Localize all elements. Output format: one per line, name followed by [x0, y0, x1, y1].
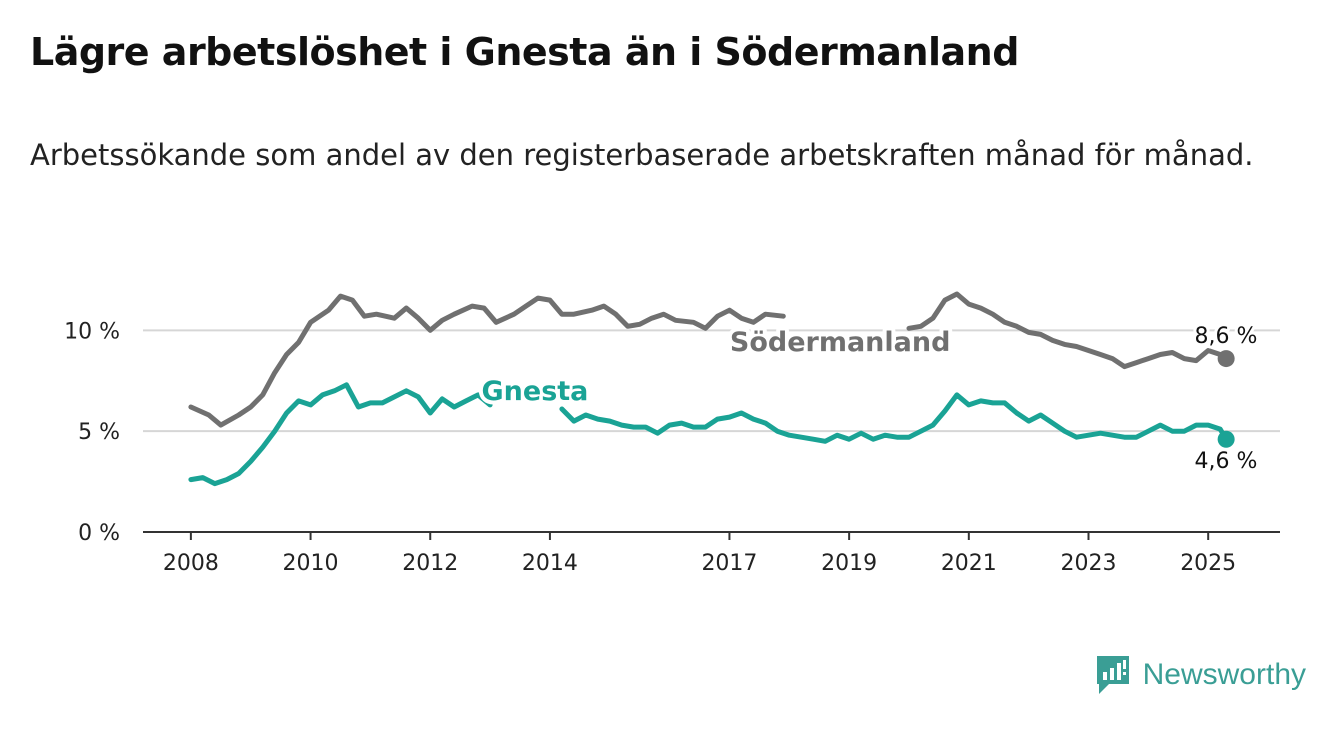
- newsworthy-logo: Newsworthy: [1095, 654, 1306, 696]
- label-layer: 0 % 5 % 10 % 2008 2010 2012 2014 2017 2019 2021 20…: [64, 319, 1260, 576]
- x-tick-label: 2025: [1180, 551, 1236, 576]
- chart-subtitle: Arbetssökande som andel av den registerb…: [30, 138, 1254, 172]
- series-line-södermanland: [188, 291, 1229, 428]
- end-label-sodermanland: 8,6 %: [1195, 324, 1258, 349]
- x-tick-label: 2021: [941, 551, 997, 576]
- end-point-gnesta: [1217, 430, 1235, 448]
- y-tick-label: 0 %: [78, 521, 120, 546]
- series-layer: [188, 291, 1235, 487]
- series-label-sodermanland: Södermanland: [730, 327, 951, 358]
- grid-layer: [143, 329, 1280, 540]
- series-line-gnesta: [188, 382, 1229, 487]
- x-tick-label: 2017: [701, 551, 757, 576]
- x-tick-label: 2023: [1061, 551, 1117, 576]
- x-tick-label: 2012: [402, 551, 458, 576]
- x-tick-label: 2008: [163, 551, 219, 576]
- x-tick-label: 2019: [821, 551, 877, 576]
- series-label-gnesta: Gnesta: [482, 376, 589, 407]
- y-tick-label: 10 %: [64, 319, 120, 344]
- end-label-gnesta: 4,6 %: [1195, 449, 1258, 474]
- y-tick-label: 5 %: [78, 420, 120, 445]
- x-tick-label: 2010: [283, 551, 339, 576]
- bar-chart-logo-icon: [1096, 656, 1129, 694]
- x-tick-label: 2014: [522, 551, 578, 576]
- brand-name: Newsworthy: [1142, 658, 1306, 691]
- chart-title: Lägre arbetslöshet i Gnesta än i Söderma…: [30, 30, 1019, 74]
- end-point-södermanland: [1217, 350, 1235, 368]
